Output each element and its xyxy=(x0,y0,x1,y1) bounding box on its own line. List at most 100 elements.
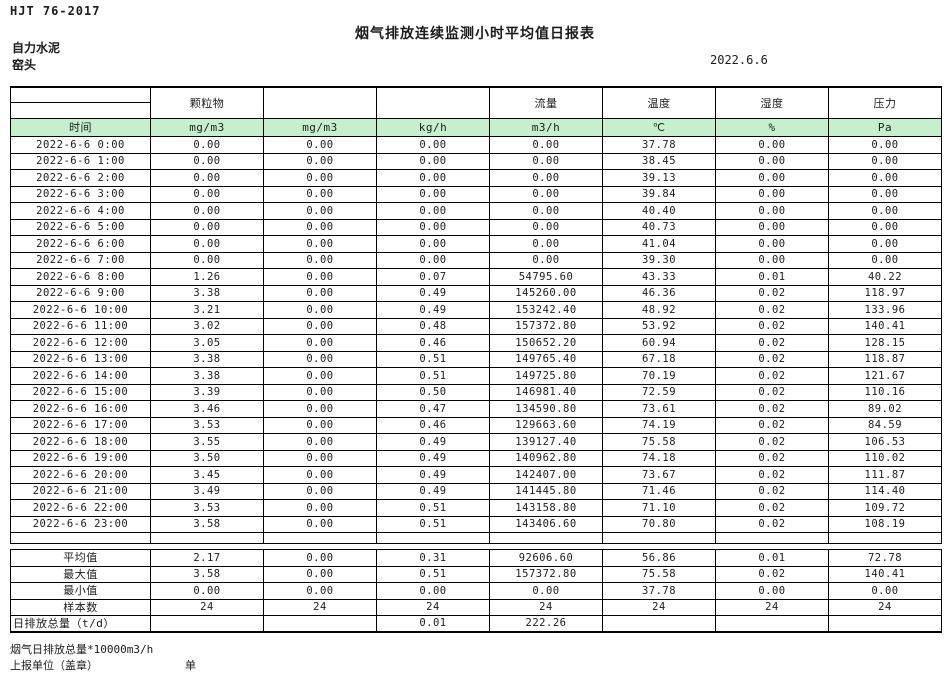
row-value: 0.00 xyxy=(263,449,377,467)
row-value: 0.46 xyxy=(376,334,490,352)
row-value: 121.67 xyxy=(828,367,942,385)
row-time: 2022-6-6 17:00 xyxy=(10,416,151,434)
row-value: 3.21 xyxy=(150,301,264,319)
row-value: 0.00 xyxy=(828,136,942,154)
row-value: 0.02 xyxy=(715,416,829,434)
row-value: 71.46 xyxy=(602,482,716,500)
row-value: 0.00 xyxy=(489,202,603,220)
blank-row xyxy=(10,532,942,544)
row-value: 3.05 xyxy=(150,334,264,352)
row-value: 84.59 xyxy=(828,416,942,434)
unit-m3-h: m3/h xyxy=(489,118,603,137)
summary-value: 24 xyxy=(150,598,264,616)
row-value: 141445.80 xyxy=(489,482,603,500)
row-value: 0.49 xyxy=(376,466,490,484)
row-value: 0.46 xyxy=(376,416,490,434)
col-header-pressure: 压力 xyxy=(828,86,942,119)
row-value: 0.00 xyxy=(715,202,829,220)
row-value: 0.49 xyxy=(376,433,490,451)
row-value: 0.00 xyxy=(263,416,377,434)
summary-value: 0.00 xyxy=(828,582,942,600)
row-value: 108.19 xyxy=(828,515,942,533)
row-value: 3.39 xyxy=(150,383,264,401)
row-time: 2022-6-6 8:00 xyxy=(10,268,151,286)
row-value: 73.67 xyxy=(602,466,716,484)
table-row: 2022-6-6 21:00 3.49 0.00 0.49 141445.80 71.46… xyxy=(10,482,942,500)
row-value: 48.92 xyxy=(602,301,716,319)
row-value: 133.96 xyxy=(828,301,942,319)
summary-value: 75.58 xyxy=(602,565,716,583)
row-value: 3.53 xyxy=(150,499,264,517)
row-value: 0.02 xyxy=(715,515,829,533)
row-value: 0.01 xyxy=(715,268,829,286)
row-time: 2022-6-6 10:00 xyxy=(10,301,151,319)
row-time: 2022-6-6 6:00 xyxy=(10,235,151,253)
row-value: 0.02 xyxy=(715,367,829,385)
row-value: 109.72 xyxy=(828,499,942,517)
summary-value xyxy=(602,615,716,633)
row-value: 0.00 xyxy=(489,152,603,170)
row-value: 0.00 xyxy=(150,136,264,154)
row-value: 0.00 xyxy=(376,235,490,253)
blank-cell xyxy=(602,532,716,544)
summary-value: 0.02 xyxy=(715,565,829,583)
row-value: 3.50 xyxy=(150,449,264,467)
row-value: 71.10 xyxy=(602,499,716,517)
row-value: 110.02 xyxy=(828,449,942,467)
row-value: 67.18 xyxy=(602,350,716,368)
row-value: 153242.40 xyxy=(489,301,603,319)
row-value: 0.00 xyxy=(150,251,264,269)
row-value: 39.13 xyxy=(602,169,716,187)
row-value: 0.00 xyxy=(263,350,377,368)
row-time: 2022-6-6 4:00 xyxy=(10,202,151,220)
row-value: 0.49 xyxy=(376,482,490,500)
unit-header-row: 时间 mg/m3 mg/m3 kg/h m3/h ℃ % Pa xyxy=(10,118,942,137)
table-row: 2022-6-6 15:00 3.39 0.00 0.50 146981.40 72.59… xyxy=(10,383,942,401)
row-value: 53.92 xyxy=(602,317,716,335)
total-emission-note: 烟气日排放总量*10000m3/h xyxy=(10,643,154,656)
blank-cell xyxy=(10,532,151,544)
row-value: 150652.20 xyxy=(489,334,603,352)
blank-cell xyxy=(489,532,603,544)
row-value: 0.00 xyxy=(376,136,490,154)
row-value: 0.00 xyxy=(828,152,942,170)
report-date: 2022.6.6 xyxy=(710,53,768,67)
summary-value: 157372.80 xyxy=(489,565,603,583)
table-row: 2022-6-6 17:00 3.53 0.00 0.46 129663.60 74.19… xyxy=(10,416,942,434)
row-value: 0.00 xyxy=(489,136,603,154)
unit-kg-h: kg/h xyxy=(376,118,490,137)
row-value: 3.38 xyxy=(150,284,264,302)
row-time: 2022-6-6 23:00 xyxy=(10,515,151,533)
row-value: 40.22 xyxy=(828,268,942,286)
col-header-blank-1 xyxy=(263,86,377,119)
unit-percent: % xyxy=(715,118,829,137)
summary-value: 222.26 xyxy=(489,615,603,633)
row-value: 3.38 xyxy=(150,367,264,385)
row-value: 157372.80 xyxy=(489,317,603,335)
row-time: 2022-6-6 15:00 xyxy=(10,383,151,401)
row-value: 0.00 xyxy=(489,251,603,269)
summary-value: 0.00 xyxy=(263,565,377,583)
table-row: 2022-6-6 2:00 0.00 0.00 0.00 0.00 39.13 0.00 0.… xyxy=(10,169,942,187)
unit-celsius: ℃ xyxy=(602,118,716,137)
row-value: 134590.80 xyxy=(489,400,603,418)
summary-value: 37.78 xyxy=(602,582,716,600)
row-value: 3.46 xyxy=(150,400,264,418)
row-value: 143158.80 xyxy=(489,499,603,517)
row-value: 46.36 xyxy=(602,284,716,302)
summary-value: 24 xyxy=(602,598,716,616)
row-value: 0.00 xyxy=(376,202,490,220)
col-header-blank-2 xyxy=(376,86,490,119)
summary-value: 0.31 xyxy=(376,549,490,567)
blank-cell xyxy=(376,532,490,544)
row-value: 0.02 xyxy=(715,334,829,352)
row-time: 2022-6-6 0:00 xyxy=(10,136,151,154)
footer-line: 上报单位（盖章） 单位 xyxy=(10,657,196,673)
row-time: 2022-6-6 13:00 xyxy=(10,350,151,368)
table-row: 2022-6-6 9:00 3.38 0.00 0.49 145260.00 46.36 0… xyxy=(10,284,942,302)
row-value: 0.00 xyxy=(828,185,942,203)
table-row: 2022-6-6 4:00 0.00 0.00 0.00 0.00 40.40 0.00 0.… xyxy=(10,202,942,220)
row-value: 0.00 xyxy=(150,169,264,187)
unit-mg-m3-1: mg/m3 xyxy=(150,118,264,137)
